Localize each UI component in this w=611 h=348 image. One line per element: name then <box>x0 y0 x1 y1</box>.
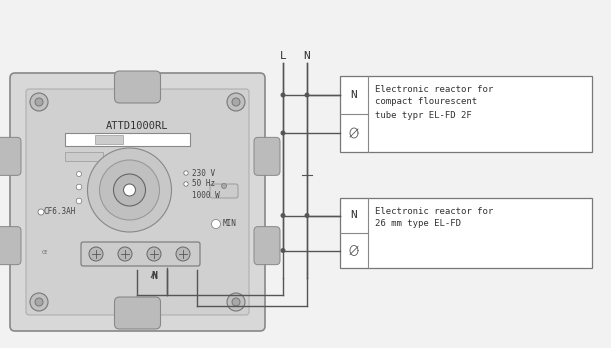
Text: CF6.3AH: CF6.3AH <box>43 207 75 216</box>
Text: compact flourescent: compact flourescent <box>375 97 477 106</box>
Circle shape <box>222 183 227 189</box>
FancyBboxPatch shape <box>114 71 161 103</box>
Circle shape <box>35 98 43 106</box>
Circle shape <box>30 93 48 111</box>
FancyBboxPatch shape <box>26 89 249 315</box>
Circle shape <box>38 209 44 215</box>
Circle shape <box>184 171 188 175</box>
Circle shape <box>76 184 82 190</box>
Text: 50 Hz: 50 Hz <box>192 180 215 189</box>
Circle shape <box>304 213 310 218</box>
Circle shape <box>280 248 285 253</box>
Circle shape <box>280 213 285 218</box>
Text: 1000 W: 1000 W <box>192 190 220 199</box>
Circle shape <box>304 93 310 97</box>
Text: MIN: MIN <box>223 220 237 229</box>
Text: ATTD1000RL: ATTD1000RL <box>106 121 169 131</box>
Text: N: N <box>351 211 357 221</box>
Circle shape <box>35 298 43 306</box>
Circle shape <box>100 160 159 220</box>
Bar <box>65 152 103 161</box>
Circle shape <box>176 247 190 261</box>
Circle shape <box>184 182 188 186</box>
Circle shape <box>123 184 136 196</box>
Circle shape <box>227 93 245 111</box>
Text: N: N <box>151 271 157 281</box>
Circle shape <box>232 98 240 106</box>
Circle shape <box>30 293 48 311</box>
FancyBboxPatch shape <box>114 297 161 329</box>
Text: N: N <box>351 90 357 100</box>
FancyBboxPatch shape <box>0 227 21 264</box>
Text: Electronic reactor for: Electronic reactor for <box>375 206 493 215</box>
Circle shape <box>89 247 103 261</box>
Circle shape <box>227 293 245 311</box>
Bar <box>340 76 592 152</box>
Circle shape <box>87 148 172 232</box>
Bar <box>95 135 123 144</box>
Text: CE: CE <box>42 250 48 254</box>
Text: 230 V: 230 V <box>192 168 215 177</box>
Text: N: N <box>304 51 310 61</box>
Bar <box>65 133 190 146</box>
FancyBboxPatch shape <box>210 184 238 198</box>
Text: tube typr EL-FD 2F: tube typr EL-FD 2F <box>375 111 472 119</box>
Text: 26 mm type EL-FD: 26 mm type EL-FD <box>375 220 461 229</box>
Circle shape <box>211 220 221 229</box>
Circle shape <box>76 198 82 204</box>
FancyBboxPatch shape <box>254 137 280 175</box>
FancyBboxPatch shape <box>254 227 280 264</box>
Circle shape <box>280 93 285 97</box>
Bar <box>340 198 592 268</box>
Circle shape <box>147 247 161 261</box>
Circle shape <box>232 298 240 306</box>
Circle shape <box>118 247 132 261</box>
Circle shape <box>76 172 81 176</box>
Circle shape <box>114 174 145 206</box>
FancyBboxPatch shape <box>10 73 265 331</box>
Text: L: L <box>280 51 287 61</box>
FancyBboxPatch shape <box>0 137 21 175</box>
Text: Electronic reactor for: Electronic reactor for <box>375 85 493 94</box>
FancyBboxPatch shape <box>81 242 200 266</box>
Circle shape <box>280 130 285 135</box>
